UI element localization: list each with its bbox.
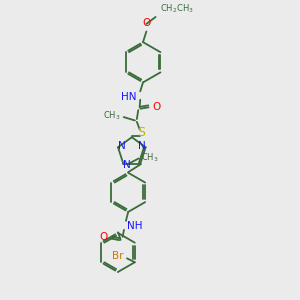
Text: Br: Br xyxy=(112,251,123,261)
Text: O: O xyxy=(142,18,151,28)
Text: N: N xyxy=(123,160,130,170)
Text: S: S xyxy=(138,126,146,139)
Text: $\mathregular{CH_3}$: $\mathregular{CH_3}$ xyxy=(142,151,159,164)
Text: HN: HN xyxy=(122,92,137,102)
Text: $\mathregular{CH_3}$: $\mathregular{CH_3}$ xyxy=(103,110,120,122)
Text: O: O xyxy=(152,102,160,112)
Text: NH: NH xyxy=(127,221,143,231)
Text: N: N xyxy=(138,141,145,151)
Text: O: O xyxy=(100,232,108,242)
Text: $\mathregular{CH_2CH_3}$: $\mathregular{CH_2CH_3}$ xyxy=(160,2,194,15)
Text: N: N xyxy=(118,141,126,151)
